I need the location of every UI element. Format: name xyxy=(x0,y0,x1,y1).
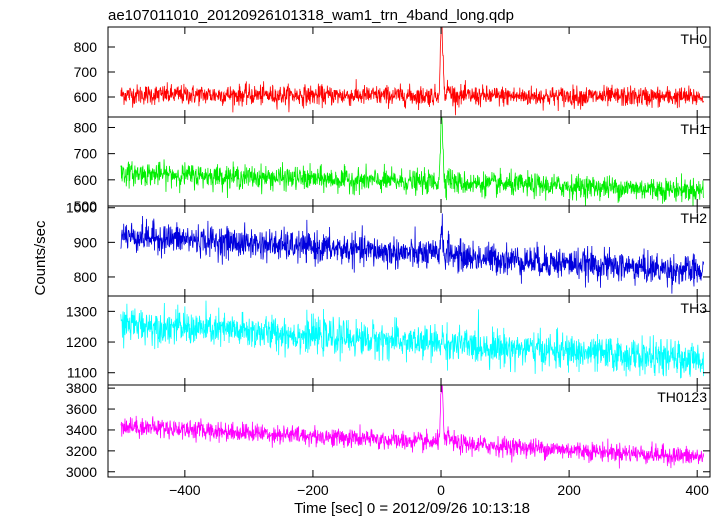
series-line-th3 xyxy=(120,300,704,379)
panel-frame xyxy=(107,295,711,386)
x-tick-label: −200 xyxy=(297,482,329,498)
y-tick-label: 600 xyxy=(74,89,98,105)
x-tick-label: 0 xyxy=(437,482,445,498)
x-tick-label: 200 xyxy=(557,482,581,498)
panel-label-th0123: TH0123 xyxy=(657,389,707,405)
y-tick-label: 800 xyxy=(74,119,98,135)
panel-frame xyxy=(107,205,711,297)
x-tick-label: −400 xyxy=(169,482,201,498)
y-tick-label: 1000 xyxy=(66,200,97,216)
y-tick-label: 800 xyxy=(74,269,98,285)
panel-label-th0: TH0 xyxy=(681,31,708,47)
y-tick-label: 1100 xyxy=(67,365,97,381)
y-axis-title: Counts/sec xyxy=(32,220,49,296)
panel-label-th1: TH1 xyxy=(681,121,708,137)
y-tick-label: 3200 xyxy=(66,443,97,459)
y-tick-label: 900 xyxy=(74,234,98,250)
panel-frame xyxy=(107,26,711,118)
y-tick-label: 500 xyxy=(74,198,98,214)
y-tick-label: 700 xyxy=(74,64,98,80)
y-tick-label: 800 xyxy=(74,39,98,55)
y-tick-label: 3000 xyxy=(66,464,97,480)
panel-frame xyxy=(107,384,711,478)
y-tick-label: 1300 xyxy=(66,303,97,319)
y-tick-label: 3400 xyxy=(66,422,97,438)
panel-label-th2: TH2 xyxy=(681,210,708,226)
series-line-th2 xyxy=(120,213,704,294)
y-tick-label: 700 xyxy=(74,146,98,162)
series-line-th0123 xyxy=(120,385,704,469)
panel-label-th3: TH3 xyxy=(681,300,708,316)
y-tick-label: 1200 xyxy=(66,334,97,350)
panels-group: 600 700 800 TH0 500 600 700 800 TH1 800 900 1000 TH2… xyxy=(66,26,711,498)
series-line-th1 xyxy=(120,117,704,206)
y-tick-label: 600 xyxy=(74,172,98,188)
x-tick-label: 400 xyxy=(686,482,710,498)
y-tick-label: 3800 xyxy=(66,380,97,396)
x-axis-title: Time [sec] 0 = 2012/09/26 10:13:18 xyxy=(294,500,530,516)
series-line-th0 xyxy=(120,27,704,116)
y-tick-label: 3600 xyxy=(66,401,97,417)
chart-title: ae107011010_20120926101318_wam1_trn_4ban… xyxy=(108,7,514,24)
